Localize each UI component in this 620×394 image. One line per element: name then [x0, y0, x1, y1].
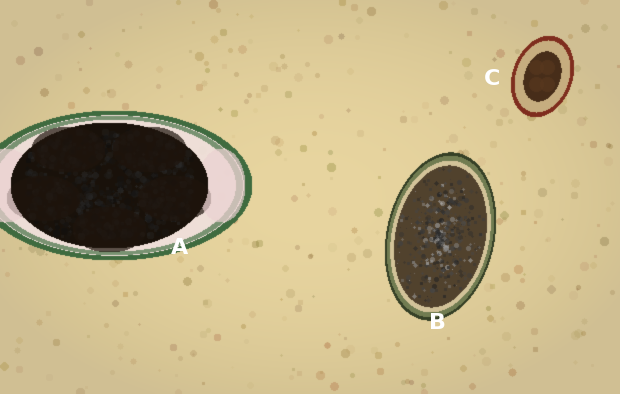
- Text: B: B: [428, 313, 446, 333]
- Text: A: A: [171, 238, 188, 258]
- Text: C: C: [484, 69, 500, 89]
